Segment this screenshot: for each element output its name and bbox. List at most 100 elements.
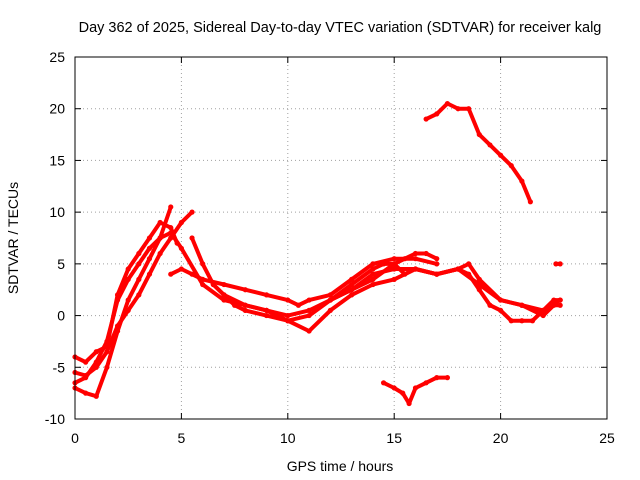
x-axis-label: GPS time / hours	[287, 458, 394, 474]
data-point	[189, 235, 195, 241]
data-point	[508, 318, 514, 324]
series-line	[190, 236, 563, 323]
data-point	[391, 256, 397, 262]
data-point	[423, 116, 429, 122]
series-track-7	[210, 266, 563, 334]
data-point	[370, 261, 376, 267]
data-point	[557, 261, 563, 267]
data-point	[200, 276, 206, 282]
data-point	[114, 323, 121, 329]
data-point	[434, 261, 440, 267]
data-point	[444, 375, 450, 381]
data-point	[136, 261, 142, 267]
data-point	[370, 281, 376, 288]
data-point	[327, 292, 333, 298]
data-point	[380, 261, 387, 267]
y-axis-label: SDTVAR / TECUs	[5, 182, 21, 294]
data-point	[400, 390, 406, 396]
y-tick-label: 15	[49, 152, 65, 168]
data-point	[125, 266, 131, 272]
data-point	[553, 261, 559, 267]
data-point	[157, 219, 163, 226]
data-point	[210, 281, 216, 288]
data-point	[557, 297, 563, 303]
series-track-1	[72, 204, 174, 399]
data-point	[285, 312, 291, 319]
data-point	[93, 359, 99, 365]
data-point	[168, 271, 174, 277]
data-point	[423, 380, 429, 386]
series-track-8	[327, 250, 440, 303]
data-point	[178, 219, 184, 226]
chart-title: Day 362 of 2025, Sidereal Day-to-day VTE…	[79, 20, 602, 36]
series-track-10	[380, 375, 450, 407]
data-point	[104, 364, 110, 370]
y-tick-label: 10	[49, 204, 65, 220]
data-point	[136, 250, 142, 257]
y-tick-label: 25	[49, 49, 65, 65]
data-point	[327, 297, 333, 303]
data-point	[412, 250, 419, 257]
data-point	[519, 178, 525, 184]
series-track-6	[189, 235, 563, 324]
x-tick-label: 20	[493, 430, 509, 446]
data-point	[93, 349, 99, 355]
x-tick-label: 25	[599, 430, 615, 446]
data-point	[200, 281, 206, 288]
y-tick-label: -10	[45, 411, 65, 427]
x-tick-label: 5	[178, 430, 186, 446]
data-point	[125, 297, 131, 303]
plot-frame	[74, 56, 608, 420]
data-point	[527, 199, 533, 205]
data-point	[349, 276, 355, 282]
data-point	[412, 256, 419, 262]
data-point	[487, 142, 493, 148]
data-point	[434, 271, 440, 277]
data-point	[455, 106, 461, 112]
data-point	[83, 390, 89, 396]
data-point	[370, 266, 376, 272]
data-point	[306, 297, 312, 303]
data-point	[540, 307, 546, 313]
grid	[75, 57, 607, 419]
data-point	[242, 287, 248, 293]
data-point	[402, 256, 408, 262]
data-point	[434, 111, 440, 117]
data-point	[498, 297, 504, 303]
data-point	[349, 281, 355, 288]
data-point	[178, 266, 184, 272]
data-point	[83, 359, 89, 365]
data-point	[306, 307, 312, 313]
data-point	[263, 312, 270, 319]
data-point	[285, 318, 291, 324]
data-point	[487, 302, 493, 308]
data-point	[519, 318, 525, 324]
data-point	[221, 281, 227, 288]
data-point	[178, 245, 184, 251]
x-tick-label: 10	[280, 430, 296, 446]
axis-ticks: 0 5 10 15 20 25 -10 -5 0 5 10 15 20 25	[45, 49, 615, 446]
data-point	[529, 318, 536, 324]
data-point	[498, 152, 504, 158]
data-point	[83, 375, 89, 381]
data-point	[349, 292, 355, 298]
data-point	[455, 266, 461, 272]
data-point	[232, 302, 238, 308]
data-point	[508, 163, 514, 169]
data-point	[104, 338, 110, 345]
data-point	[370, 276, 376, 282]
data-point	[306, 312, 312, 319]
y-tick-label: -5	[53, 359, 66, 375]
data-point	[285, 297, 291, 303]
data-point	[327, 307, 333, 313]
series-track-9	[423, 100, 533, 205]
data-point	[391, 261, 397, 267]
data-point	[466, 261, 472, 267]
data-point	[444, 100, 450, 107]
data-point	[412, 266, 419, 272]
data-point	[412, 385, 419, 391]
y-tick-label: 20	[49, 101, 65, 117]
data-point	[146, 245, 153, 251]
data-point	[551, 297, 557, 303]
